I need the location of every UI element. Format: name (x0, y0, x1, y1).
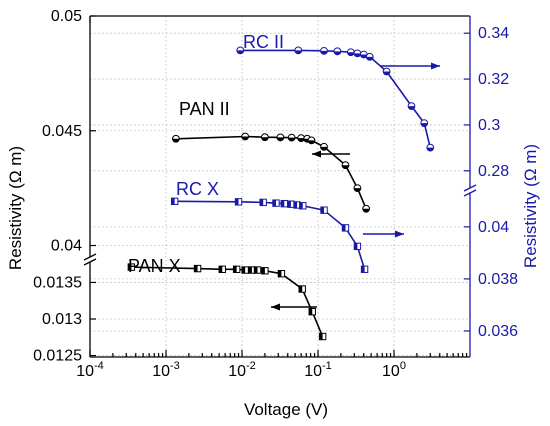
y-axis-label-left: Resistivity (Ω m) (6, 146, 25, 270)
y-axis-label-right: Resistivity (Ω m) (521, 144, 540, 268)
right-axis-break (463, 184, 477, 197)
data-point-fill (320, 206, 325, 214)
y-tick-label: 0.28 (478, 163, 509, 180)
y-tick-label: 0.32 (478, 71, 509, 88)
series-line (131, 266, 324, 337)
data-point-fill (354, 243, 358, 250)
series-line (240, 49, 432, 148)
data-point-fill (281, 200, 285, 207)
data-point-fill (294, 50, 302, 54)
ticks: 10-4 10-3 10-2 10-1 1000.040.0450.050.01250.… (33, 8, 518, 380)
data-point-fill (319, 333, 323, 340)
series-labels: PAN II RC II RC X PAN X (128, 32, 284, 276)
data-point-fill (171, 198, 175, 205)
series-group (127, 46, 440, 341)
y-tick-label: 0.036 (478, 323, 518, 340)
data-point-fill (233, 266, 237, 273)
y-tick-label: 0.0135 (33, 274, 82, 291)
data-point-fill (383, 71, 391, 75)
data-point-fill (172, 138, 180, 143)
data-point-fill (278, 270, 282, 277)
data-point-fill (272, 199, 276, 207)
data-point-fill (308, 140, 315, 144)
data-point-fill (235, 198, 239, 206)
series-line (174, 200, 366, 270)
series-label: PAN II (179, 99, 230, 119)
data-point-fill (347, 52, 355, 56)
data-point-fill (128, 263, 132, 271)
arrowhead (271, 303, 280, 311)
x-tick-label: 100 (382, 360, 406, 380)
y-tick-label: 0.045 (42, 123, 82, 140)
data-point-fill (309, 308, 313, 315)
data-point-fill (426, 147, 434, 152)
data-point-fill (259, 199, 264, 206)
arrowhead (431, 62, 440, 70)
data-point-fill (261, 267, 265, 274)
data-point-fill (354, 188, 361, 192)
y-tick-label: 0.04 (51, 238, 82, 255)
y-tick-label: 0.34 (478, 25, 509, 42)
data-point-fill (366, 56, 374, 61)
data-point-fill (299, 285, 303, 293)
y-tick-label: 0.04 (478, 219, 509, 236)
data-point-fill (342, 224, 346, 232)
arrowhead (395, 230, 404, 238)
series-label: PAN X (128, 256, 181, 276)
data-point-fill (420, 123, 428, 127)
data-point-fill (293, 201, 298, 209)
data-point-fill (362, 208, 370, 213)
series-label: RC X (176, 179, 219, 199)
x-tick-label: 10-2 (228, 360, 256, 380)
data-point-fill (287, 200, 291, 208)
y-tick-label: 0.013 (42, 311, 82, 328)
data-point-fill (297, 138, 305, 142)
data-point-fill (219, 266, 223, 273)
grid-lines (90, 15, 470, 357)
axes (83, 15, 477, 358)
arrowhead (312, 150, 321, 158)
y-tick-label: 0.0125 (33, 348, 82, 365)
data-point-fill (194, 265, 198, 272)
y-tick-label: 0.3 (478, 117, 500, 134)
x-tick-label: 10-1 (304, 360, 332, 380)
series-label: RC II (243, 32, 284, 52)
y-tick-label: 0.05 (51, 8, 82, 25)
data-point-fill (236, 50, 244, 54)
data-point-fill (361, 266, 365, 273)
data-point-fill (354, 53, 361, 57)
data-point-fill (408, 106, 415, 110)
data-point-fill (241, 136, 249, 140)
data-point-fill (261, 137, 269, 141)
data-point-fill (360, 54, 368, 58)
data-point-fill (241, 266, 246, 274)
data-point-fill (320, 146, 328, 151)
data-point-fill (334, 51, 341, 55)
data-point-fill (299, 202, 303, 209)
y-tick-label: 0.038 (478, 271, 518, 288)
data-point-fill (254, 266, 258, 274)
data-point-fill (276, 137, 284, 141)
left-axis-break (83, 253, 97, 266)
data-point-fill (288, 137, 296, 142)
data-point-fill (342, 165, 349, 169)
data-point-fill (320, 50, 328, 55)
x-axis-label: Voltage (V) (244, 400, 328, 419)
data-point-fill (248, 266, 252, 274)
x-tick-label: 10-3 (152, 360, 180, 380)
